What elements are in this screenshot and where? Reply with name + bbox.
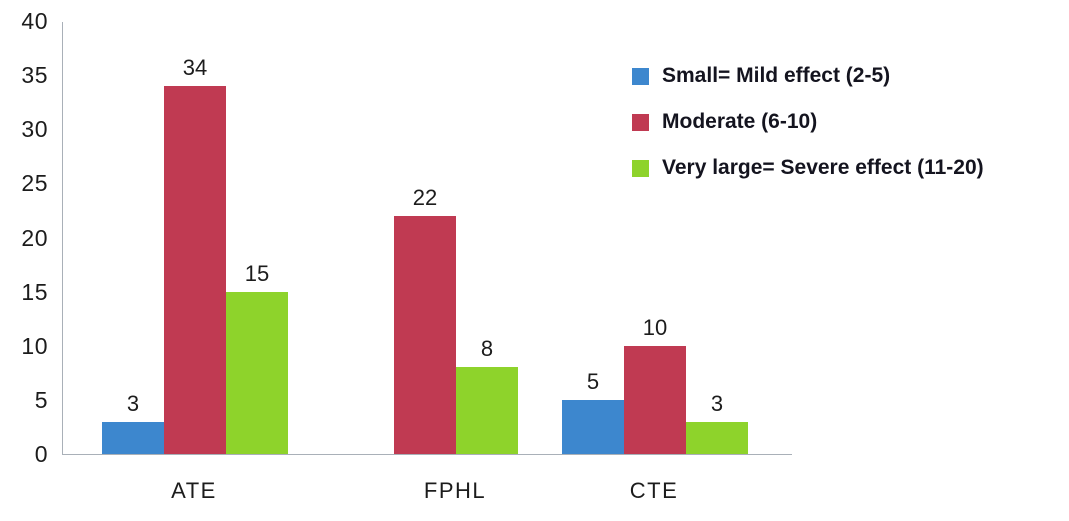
bar: 34 [164,55,226,454]
y-tick-label: 25 [21,170,48,197]
bar-value-label: 3 [710,391,724,416]
bar-group-ate: 3 34 15 [102,55,288,454]
legend-label: Small= Mild effect (2-5) [662,64,891,87]
y-tick-label: 30 [21,116,48,143]
bar-value-label: 15 [244,261,270,286]
legend-label: Very large= Severe effect (11-20) [662,156,984,179]
bar-value-label: 22 [412,185,438,210]
y-tick-label: 5 [34,386,48,413]
bar-value-label: 8 [480,336,494,361]
bar-value-label: 5 [586,369,600,394]
y-axis: 0 5 10 15 20 25 30 35 40 [0,8,48,467]
legend-item: Very large= Severe effect (11-20) [632,156,984,180]
y-tick-label: 20 [21,224,48,251]
legend-item: Small= Mild effect (2-5) [632,64,984,88]
legend-label: Moderate (6-10) [662,110,818,133]
bar: 3 [686,391,748,454]
bar: 5 [562,369,624,454]
x-axis-labels: ATE FPHL CTE [62,478,792,510]
bar-group-fphl: 22 8 [394,185,518,454]
y-tick-label: 40 [21,7,48,34]
y-tick-label: 35 [21,62,48,89]
bar-value-label: 10 [642,315,668,340]
legend-item: Moderate (6-10) [632,110,984,134]
bar: 22 [394,185,456,454]
y-tick-label: 0 [34,440,48,467]
bar: 10 [624,315,686,454]
x-axis-label: FPHL [423,478,487,503]
legend-swatch-icon [632,67,649,85]
x-axis-label: ATE [171,478,217,503]
x-axis-label: CTE [629,478,679,503]
y-tick-label: 10 [21,332,48,359]
bar-group-cte: 5 10 3 [562,315,748,454]
bar: 8 [456,336,518,454]
y-tick-label: 15 [21,278,48,305]
legend-swatch-icon [632,159,649,177]
plot-area: 3 34 15 22 8 5 10 3 [62,22,792,455]
bar: 3 [102,391,164,454]
legend: Small= Mild effect (2-5) Moderate (6-10) V… [632,64,984,180]
bar: 15 [226,261,288,454]
bar-value-label: 3 [126,391,140,416]
legend-swatch-icon [632,113,649,131]
bar-value-label: 34 [182,55,208,80]
